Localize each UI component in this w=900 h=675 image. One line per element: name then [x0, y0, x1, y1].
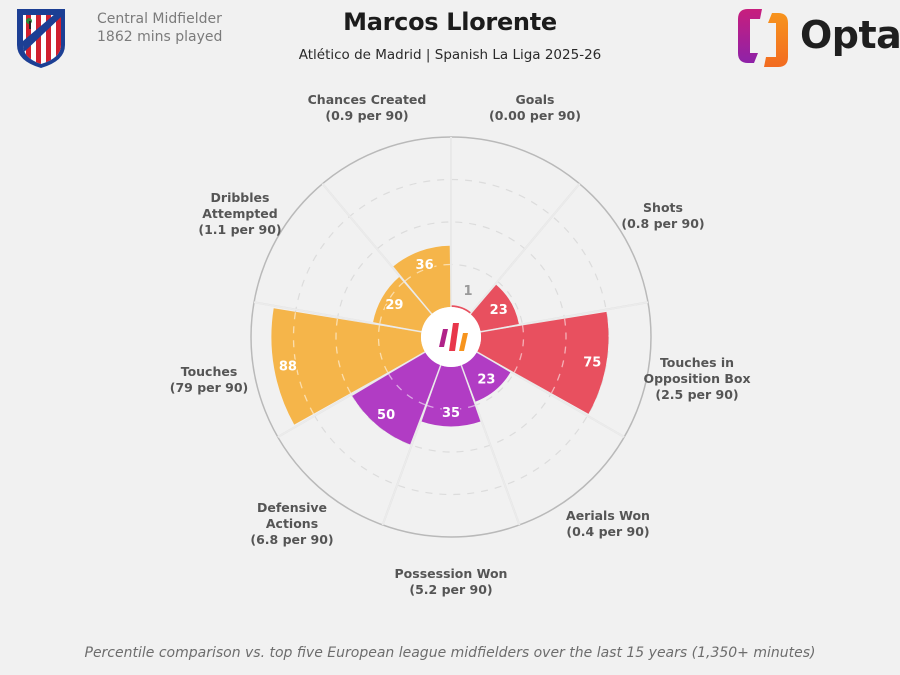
category-name: Possession Won [394, 566, 508, 581]
category-name: Touches [180, 364, 238, 379]
bar-separator [460, 364, 521, 526]
bar-separator [381, 364, 442, 526]
category-per90: (0.00 per 90) [489, 108, 581, 123]
category-label: Dribbles Attempted (1.1 per 90) [150, 190, 330, 238]
category-label: Possession Won (5.2 per 90) [361, 566, 541, 598]
value-label: 23 [477, 373, 495, 388]
category-per90: (0.8 per 90) [621, 216, 705, 231]
bar-separator [476, 351, 625, 438]
category-name: Goals [515, 92, 555, 107]
bar-chances-created [393, 245, 451, 314]
category-name: Touches in Opposition Box [643, 355, 751, 386]
bar-touches [271, 308, 425, 425]
category-per90: (5.2 per 90) [409, 582, 493, 597]
category-per90: (0.9 per 90) [325, 108, 409, 123]
bar-separator [321, 183, 433, 315]
value-label: 35 [442, 406, 460, 421]
value-label: 29 [385, 298, 403, 313]
bar-goals [451, 305, 472, 314]
opta-logo: Opta [734, 7, 900, 69]
bar-possession-won [421, 365, 481, 427]
bar-shots [470, 284, 519, 332]
category-label: Goals (0.00 per 90) [445, 92, 625, 124]
bar-separator [469, 183, 581, 315]
category-name: Aerials Won [566, 508, 650, 523]
category-label: Chances Created (0.9 per 90) [277, 92, 457, 124]
bar-grid [388, 373, 426, 406]
category-name: Chances Created [307, 92, 427, 107]
bar-grid [426, 404, 476, 411]
value-label: 1 [463, 284, 472, 299]
footnote: Percentile comparison vs. top five Europ… [84, 645, 816, 661]
category-label: Defensive Actions (6.8 per 90) [202, 500, 382, 548]
player-position: Central Midfielder [97, 11, 222, 27]
bar-grid [404, 263, 450, 282]
value-label: 88 [279, 359, 297, 374]
club-crest-icon [17, 9, 65, 68]
category-label: Shots (0.8 per 90) [573, 200, 753, 232]
category-name: Dribbles Attempted [202, 190, 278, 221]
category-per90: (0.4 per 90) [566, 524, 650, 539]
category-name: Defensive Actions [256, 500, 328, 531]
player-meta: Central Midfielder 1862 mins played [97, 10, 222, 46]
bar-touches-in-opposition-box [477, 311, 609, 414]
bar-separator [480, 301, 649, 333]
bar-grid [513, 325, 525, 373]
category-per90: (79 per 90) [169, 380, 249, 395]
bar-aerials-won [461, 352, 511, 402]
category-label: Aerials Won (0.4 per 90) [518, 508, 698, 540]
value-label: 50 [377, 408, 395, 423]
category-per90: (2.5 per 90) [655, 387, 739, 402]
category-label: Touches (79 per 90) [119, 364, 299, 396]
minutes-played: 1862 mins played [97, 29, 223, 45]
bar-grid [377, 325, 389, 373]
bar-grid [379, 281, 405, 324]
value-label: 36 [416, 258, 434, 273]
opta-center-mark-icon [439, 323, 468, 351]
page-subtitle: Atlético de Madrid | Spanish La Liga 202… [298, 47, 602, 63]
category-label: Touches in Opposition Box (2.5 per 90) [607, 355, 787, 403]
category-name: Shots [643, 200, 683, 215]
value-label: 75 [583, 355, 601, 370]
value-label: 23 [490, 303, 508, 318]
bar-defensive-actions [352, 352, 441, 445]
opta-wordmark: Opta [800, 13, 900, 57]
category-per90: (1.1 per 90) [198, 222, 282, 237]
page-title: Marcos Llorente [343, 8, 557, 36]
bar-dribbles-attempted [373, 276, 432, 332]
opta-mark-icon [738, 9, 788, 67]
bar-separator [277, 351, 426, 438]
bar-separator [253, 301, 422, 333]
category-per90: (6.8 per 90) [250, 532, 334, 547]
